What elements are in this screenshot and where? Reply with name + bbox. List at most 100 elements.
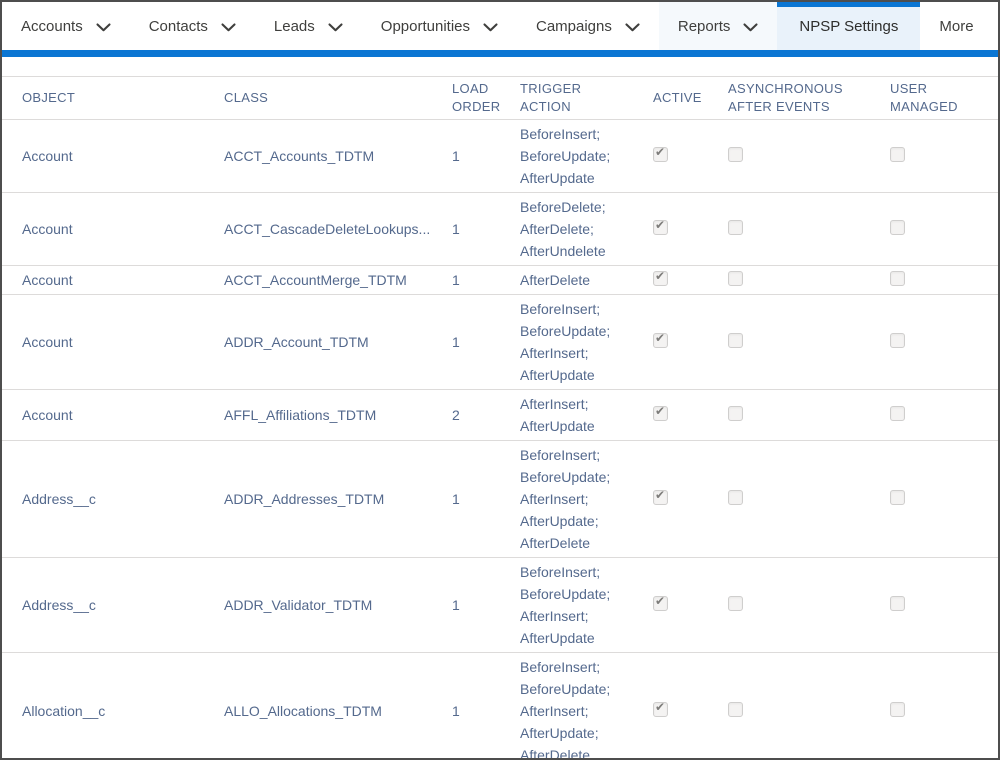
active-checkbox[interactable] <box>653 404 668 421</box>
cell-object: Account <box>2 192 224 266</box>
cell-async-after-events <box>728 294 890 390</box>
nav-tab-label: Reports <box>677 17 731 35</box>
nav-tab-leads[interactable]: Leads <box>255 2 362 50</box>
cell-user-managed <box>890 119 998 193</box>
cell-active <box>653 265 728 295</box>
cell-user-managed <box>890 440 998 558</box>
table-row: Account ADDR_Account_TDTM 1 BeforeInsert… <box>2 294 998 390</box>
async-after-events-checkbox[interactable] <box>728 333 743 348</box>
cell-class: ADDR_Validator_TDTM <box>224 557 452 653</box>
cell-user-managed <box>890 652 998 758</box>
cell-object: Address__c <box>2 557 224 653</box>
cell-load-order: 1 <box>452 294 520 390</box>
column-header-trigger-action: TRIGGER ACTION <box>520 76 653 120</box>
cell-active <box>653 294 728 390</box>
user-managed-checkbox[interactable] <box>890 220 905 235</box>
cell-load-order: 1 <box>452 119 520 193</box>
column-header-load-order: LOAD ORDER <box>452 76 520 120</box>
cell-class: AFFL_Affiliations_TDTM <box>224 389 452 441</box>
active-checkbox[interactable] <box>653 594 668 611</box>
cell-user-managed <box>890 265 998 295</box>
table-row: Account ACCT_Accounts_TDTM 1 BeforeInser… <box>2 119 998 193</box>
column-header-active: ACTIVE <box>653 76 728 120</box>
nav-tab-label: Campaigns <box>536 17 612 35</box>
nav-tab-campaigns[interactable]: Campaigns <box>517 2 659 50</box>
cell-async-after-events <box>728 389 890 441</box>
chevron-down-icon <box>625 23 640 32</box>
user-managed-checkbox[interactable] <box>890 333 905 348</box>
async-after-events-checkbox[interactable] <box>728 490 743 505</box>
nav-tab-label: More <box>939 17 974 35</box>
chevron-down-icon <box>743 23 758 32</box>
nav-tab-npsp-settings[interactable]: NPSP Settings <box>777 2 921 50</box>
nav-tab-label: Leads <box>273 17 315 35</box>
chevron-down-icon <box>328 23 343 32</box>
user-managed-checkbox[interactable] <box>890 490 905 505</box>
active-checkbox[interactable] <box>653 218 668 235</box>
nav-tab-more[interactable]: More <box>920 2 992 50</box>
async-after-events-checkbox[interactable] <box>728 271 743 286</box>
cell-class: ALLO_Allocations_TDTM <box>224 652 452 758</box>
nav-tab-accounts[interactable]: Accounts <box>2 2 130 50</box>
cell-active <box>653 440 728 558</box>
table-row: Address__c ADDR_Addresses_TDTM 1 BeforeI… <box>2 440 998 558</box>
nav-tab-label: Contacts <box>148 17 208 35</box>
cell-load-order: 1 <box>452 265 520 295</box>
nav-tab-reports[interactable]: Reports <box>658 2 778 50</box>
column-header-user-managed: USER MANAGED <box>890 76 998 120</box>
user-managed-checkbox[interactable] <box>890 147 905 162</box>
cell-class: ACCT_AccountMerge_TDTM <box>224 265 452 295</box>
cell-load-order: 1 <box>452 192 520 266</box>
cell-trigger-action: BeforeInsert; BeforeUpdate; AfterInsert;… <box>520 294 653 390</box>
user-managed-checkbox[interactable] <box>890 271 905 286</box>
nav-tab-contacts[interactable]: Contacts <box>130 2 255 50</box>
cell-user-managed <box>890 389 998 441</box>
user-managed-checkbox[interactable] <box>890 406 905 421</box>
chevron-down-icon <box>96 23 111 32</box>
cell-trigger-action: BeforeInsert; BeforeUpdate; AfterUpdate <box>520 119 653 193</box>
trigger-handlers-table: OBJECT CLASS LOAD ORDER TRIGGER ACTION ACTIV… <box>2 76 998 758</box>
table-row: Account ACCT_AccountMerge_TDTM 1 AfterDe… <box>2 265 998 295</box>
active-checkbox[interactable] <box>653 700 668 717</box>
active-checkbox[interactable] <box>653 488 668 505</box>
cell-class: ADDR_Account_TDTM <box>224 294 452 390</box>
active-checkbox[interactable] <box>653 145 668 162</box>
cell-load-order: 1 <box>452 557 520 653</box>
async-after-events-checkbox[interactable] <box>728 702 743 717</box>
cell-object: Account <box>2 119 224 193</box>
cell-trigger-action: AfterDelete <box>520 265 653 295</box>
table-header: OBJECT CLASS LOAD ORDER TRIGGER ACTION ACTIV… <box>2 76 998 120</box>
async-after-events-checkbox[interactable] <box>728 596 743 611</box>
cell-async-after-events <box>728 192 890 266</box>
cell-async-after-events <box>728 652 890 758</box>
nav-tab-label: NPSP Settings <box>799 17 899 35</box>
chevron-down-icon <box>221 23 236 32</box>
cell-async-after-events <box>728 119 890 193</box>
cell-active <box>653 192 728 266</box>
column-header-object: OBJECT <box>2 76 224 120</box>
nav-accent-bar <box>2 50 998 57</box>
cell-class: ADDR_Addresses_TDTM <box>224 440 452 558</box>
cell-load-order: 1 <box>452 652 520 758</box>
active-checkbox[interactable] <box>653 269 668 286</box>
user-managed-checkbox[interactable] <box>890 596 905 611</box>
nav-tab-label: Accounts <box>21 17 83 35</box>
cell-async-after-events <box>728 265 890 295</box>
cell-object: Address__c <box>2 440 224 558</box>
async-after-events-checkbox[interactable] <box>728 147 743 162</box>
cell-active <box>653 557 728 653</box>
cell-trigger-action: AfterInsert; AfterUpdate <box>520 389 653 441</box>
cell-async-after-events <box>728 440 890 558</box>
active-checkbox[interactable] <box>653 331 668 348</box>
cell-object: Account <box>2 265 224 295</box>
nav-tab-opportunities[interactable]: Opportunities <box>362 2 517 50</box>
table-row: Address__c ADDR_Validator_TDTM 1 BeforeI… <box>2 557 998 653</box>
table-row: Account ACCT_CascadeDeleteLookups... 1 B… <box>2 192 998 266</box>
cell-user-managed <box>890 192 998 266</box>
async-after-events-checkbox[interactable] <box>728 220 743 235</box>
cell-trigger-action: BeforeDelete; AfterDelete; AfterUndelete <box>520 192 653 266</box>
cell-class: ACCT_Accounts_TDTM <box>224 119 452 193</box>
async-after-events-checkbox[interactable] <box>728 406 743 421</box>
user-managed-checkbox[interactable] <box>890 702 905 717</box>
